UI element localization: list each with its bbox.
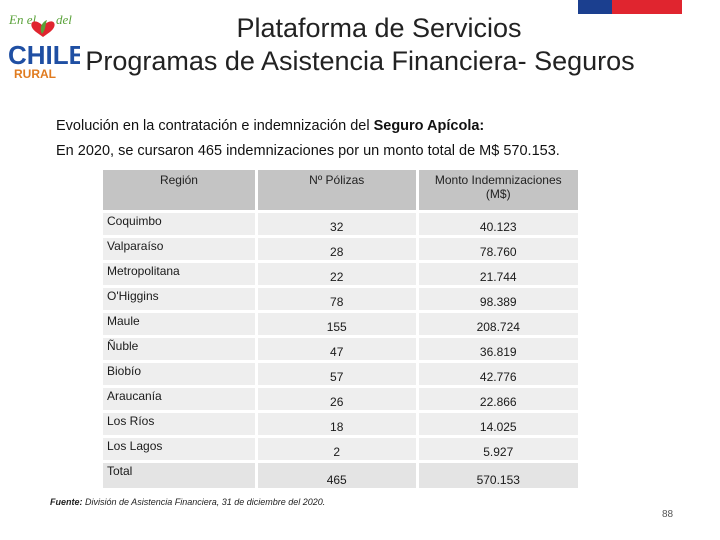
policies-cell: 32: [254, 213, 416, 235]
intro-line-2: En 2020, se cursaron 465 indemnizaciones…: [56, 143, 560, 159]
total-amount-cell: 570.153: [415, 463, 578, 488]
amount-cell: 36.819: [415, 338, 578, 360]
slide-title: Plataforma de Servicios Programas de Asi…: [0, 12, 720, 78]
policies-cell: 22: [254, 263, 416, 285]
logo-top-text-right: del: [56, 12, 72, 27]
claims-table: Región Nº Pólizas Monto Indemnizaciones …: [103, 167, 578, 491]
policies-cell: 18: [254, 413, 416, 435]
region-cell: Ñuble: [103, 338, 255, 360]
table-row: Biobío 57 42.776: [103, 363, 578, 385]
table-total-row: Total 465 570.153: [103, 463, 578, 488]
header-region: Región: [103, 170, 255, 210]
title-line-1: Plataforma de Servicios: [236, 13, 522, 43]
logo-top-text: En el: [8, 12, 36, 27]
logo-main-text: CHILE: [8, 40, 80, 70]
amount-cell: 21.744: [415, 263, 578, 285]
region-cell: Biobío: [103, 363, 255, 385]
intro-line-1-prefix: Evolución en la contratación e indemniza…: [56, 118, 374, 134]
table-header-row: Región Nº Pólizas Monto Indemnizaciones …: [103, 170, 578, 210]
header-amount: Monto Indemnizaciones (M$): [415, 170, 578, 210]
intro-line-1: Evolución en la contratación e indemniza…: [56, 114, 560, 139]
region-cell: Los Lagos: [103, 438, 255, 460]
policies-cell: 28: [254, 238, 416, 260]
region-cell: Coquimbo: [103, 213, 255, 235]
region-cell: O'Higgins: [103, 288, 255, 310]
insurance-name: Seguro Apícola:: [373, 118, 485, 134]
amount-cell: 40.123: [415, 213, 578, 235]
amount-cell: 5.927: [415, 438, 578, 460]
region-cell: Araucanía: [103, 388, 255, 410]
table-row: Coquimbo 32 40.123: [103, 213, 578, 235]
amount-cell: 14.025: [415, 413, 578, 435]
table-row: Los Lagos 2 5.927: [103, 438, 578, 460]
source-label: Fuente:: [50, 497, 83, 507]
table-row: Ñuble 47 36.819: [103, 338, 578, 360]
policies-cell: 78: [254, 288, 416, 310]
region-cell: Valparaíso: [103, 238, 255, 260]
flag-red-block: [612, 0, 682, 14]
policies-cell: 155: [254, 313, 416, 335]
region-cell: Metropolitana: [103, 263, 255, 285]
chile-rural-logo: En el del CHILE RURAL: [8, 12, 80, 80]
policies-cell: 57: [254, 363, 416, 385]
table-row: Metropolitana 22 21.744: [103, 263, 578, 285]
source-note: Fuente: División de Asistencia Financier…: [50, 497, 325, 507]
policies-cell: 26: [254, 388, 416, 410]
amount-cell: 42.776: [415, 363, 578, 385]
table-row: Araucanía 26 22.866: [103, 388, 578, 410]
amount-cell: 22.866: [415, 388, 578, 410]
amount-cell: 208.724: [415, 313, 578, 335]
policies-cell: 2: [254, 438, 416, 460]
policies-cell: 47: [254, 338, 416, 360]
table-row: Valparaíso 28 78.760: [103, 238, 578, 260]
title-line-2: Programas de Asistencia Financiera- Segu…: [85, 46, 635, 76]
amount-cell: 78.760: [415, 238, 578, 260]
source-text: División de Asistencia Financiera, 31 de…: [82, 497, 326, 507]
table-row: Maule 155 208.724: [103, 313, 578, 335]
table-row: O'Higgins 78 98.389: [103, 288, 578, 310]
header-policies: Nº Pólizas: [254, 170, 416, 210]
total-label-cell: Total: [103, 463, 255, 488]
intro-text: Evolución en la contratación e indemniza…: [56, 114, 560, 164]
region-cell: Maule: [103, 313, 255, 335]
region-cell: Los Ríos: [103, 413, 255, 435]
heart-icon: [31, 20, 55, 37]
page-number: 88: [662, 509, 674, 520]
table-row: Los Ríos 18 14.025: [103, 413, 578, 435]
logo-bottom-text: RURAL: [14, 67, 56, 80]
chile-flag-stripe: [578, 0, 682, 14]
total-policies-cell: 465: [254, 463, 416, 488]
amount-cell: 98.389: [415, 288, 578, 310]
flag-blue-block: [578, 0, 612, 14]
